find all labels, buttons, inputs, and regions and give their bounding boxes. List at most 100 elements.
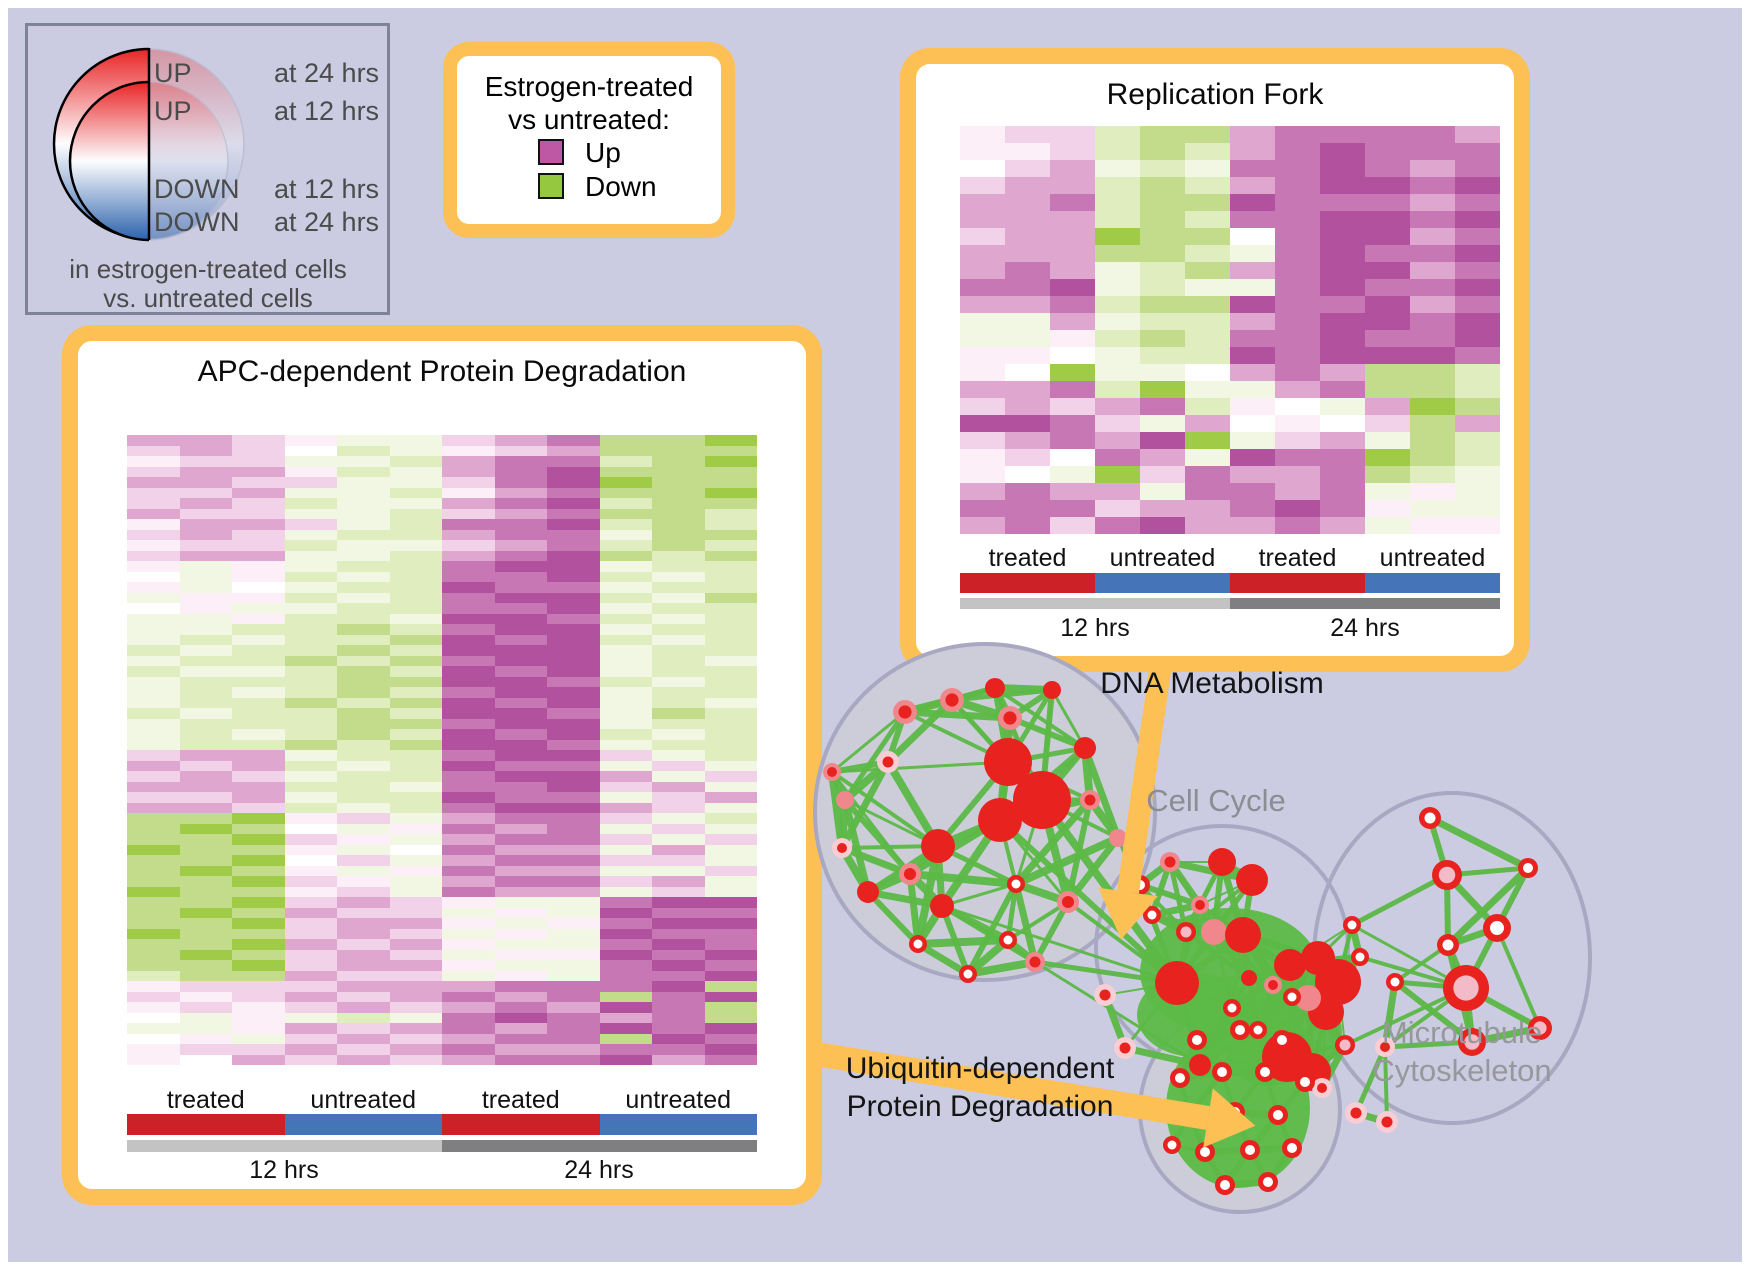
heatmap-cell	[1410, 517, 1455, 534]
heatmap-cell	[1230, 466, 1275, 483]
heatmap-cell	[179, 960, 232, 971]
heatmap-cell	[284, 855, 337, 866]
heatmap-cell	[494, 1002, 547, 1013]
heatmap-cell	[179, 1054, 232, 1065]
heatmap-cell	[1050, 381, 1095, 398]
heatmap-row	[127, 624, 757, 635]
heatmap-cell	[337, 844, 390, 855]
heatmap-row	[127, 781, 757, 792]
heatmap-cell	[232, 802, 285, 813]
heatmap-row	[960, 330, 1500, 347]
heatmap-row	[960, 279, 1500, 296]
heatmap-cell	[547, 540, 600, 551]
heatmap-row	[127, 582, 757, 593]
heatmap-cell	[389, 823, 442, 834]
heatmap-cell	[547, 949, 600, 960]
heatmap-cell	[1005, 347, 1050, 364]
heatmap-row	[960, 381, 1500, 398]
heatmap-cell	[442, 939, 495, 950]
heatmap-cell	[232, 466, 285, 477]
heatmap-cell	[1140, 466, 1185, 483]
heatmap-cell	[1005, 177, 1050, 194]
heatmap-cell	[1095, 160, 1140, 177]
heatmap-row	[127, 634, 757, 645]
heatmap-cell	[1275, 194, 1320, 211]
heatmap-cell	[127, 1023, 180, 1034]
heatmap-cell	[704, 477, 757, 488]
heatmap-cell	[442, 613, 495, 624]
heatmap-cell	[599, 687, 652, 698]
heatmap-cell	[127, 655, 180, 666]
heatmap-cell	[179, 603, 232, 614]
heatmap-cell	[1320, 364, 1365, 381]
heatmap-cell	[1005, 398, 1050, 415]
heatmap-cell	[284, 991, 337, 1002]
heatmap-cell	[389, 1033, 442, 1044]
heatmap-cell	[232, 634, 285, 645]
heatmap-cell	[547, 907, 600, 918]
time-bar-12hrs	[127, 1140, 442, 1152]
heatmap-cell	[127, 855, 180, 866]
heatmap-cell	[494, 634, 547, 645]
heatmap-cell	[1410, 126, 1455, 143]
heatmap-cell	[652, 750, 705, 761]
heatmap-cell	[547, 655, 600, 666]
treated-bar	[960, 573, 1095, 593]
heatmap-cell	[389, 760, 442, 771]
heatmap-cell	[1185, 381, 1230, 398]
heatmap-cell	[1005, 262, 1050, 279]
heatmap-row	[127, 445, 757, 456]
heatmap-row	[127, 792, 757, 803]
heatmap-cell	[547, 666, 600, 677]
heatmap-cell	[599, 834, 652, 845]
heatmap-cell	[127, 813, 180, 824]
heatmap-cell	[1365, 432, 1410, 449]
heatmap-cell	[704, 550, 757, 561]
heatmap-cell	[1455, 177, 1500, 194]
replication-fork-title: Replication Fork	[1106, 78, 1324, 111]
heatmap-cell	[179, 708, 232, 719]
heatmap-cell	[127, 445, 180, 456]
heatmap-cell	[652, 939, 705, 950]
heatmap-cell	[652, 739, 705, 750]
heatmap-cell	[1095, 449, 1140, 466]
heatmap-cell	[179, 981, 232, 992]
heatmap-cell	[442, 1002, 495, 1013]
heatmap-cell	[1275, 177, 1320, 194]
heatmap-cell	[494, 792, 547, 803]
heatmap-cell	[1410, 432, 1455, 449]
heatmap-cell	[284, 592, 337, 603]
heatmap-cell	[442, 739, 495, 750]
heatmap-cell	[179, 1012, 232, 1023]
heatmap-cell	[960, 415, 1005, 432]
heatmap-cell	[547, 487, 600, 498]
heatmap-cell	[547, 813, 600, 824]
heatmap-cell	[704, 939, 757, 950]
heatmap-cell	[232, 445, 285, 456]
heatmap-cell	[337, 718, 390, 729]
heatmap-cell	[704, 613, 757, 624]
heatmap-cell	[599, 676, 652, 687]
heatmap-cell	[547, 781, 600, 792]
heatmap-cell	[1185, 466, 1230, 483]
heatmap-cell	[179, 771, 232, 782]
heatmap-cell	[1095, 211, 1140, 228]
heatmap-cell	[127, 435, 180, 446]
heatmap-cell	[442, 687, 495, 698]
heatmap-cell	[284, 865, 337, 876]
heatmap-cell	[337, 813, 390, 824]
heatmap-cell	[337, 655, 390, 666]
heatmap-row	[127, 823, 757, 834]
heatmap-cell	[494, 760, 547, 771]
heatmap-cell	[1140, 500, 1185, 517]
heatmap-cell	[599, 655, 652, 666]
hour-label-12: 12 hrs	[249, 1156, 319, 1184]
heatmap-cell	[1050, 228, 1095, 245]
heatmap-cell	[652, 571, 705, 582]
heatmap-cell	[1410, 296, 1455, 313]
heatmap-cell	[442, 792, 495, 803]
heatmap-cell	[389, 1012, 442, 1023]
apc-condition-bar	[127, 1114, 757, 1135]
heatmap-cell	[704, 876, 757, 887]
heatmap-cell	[704, 865, 757, 876]
